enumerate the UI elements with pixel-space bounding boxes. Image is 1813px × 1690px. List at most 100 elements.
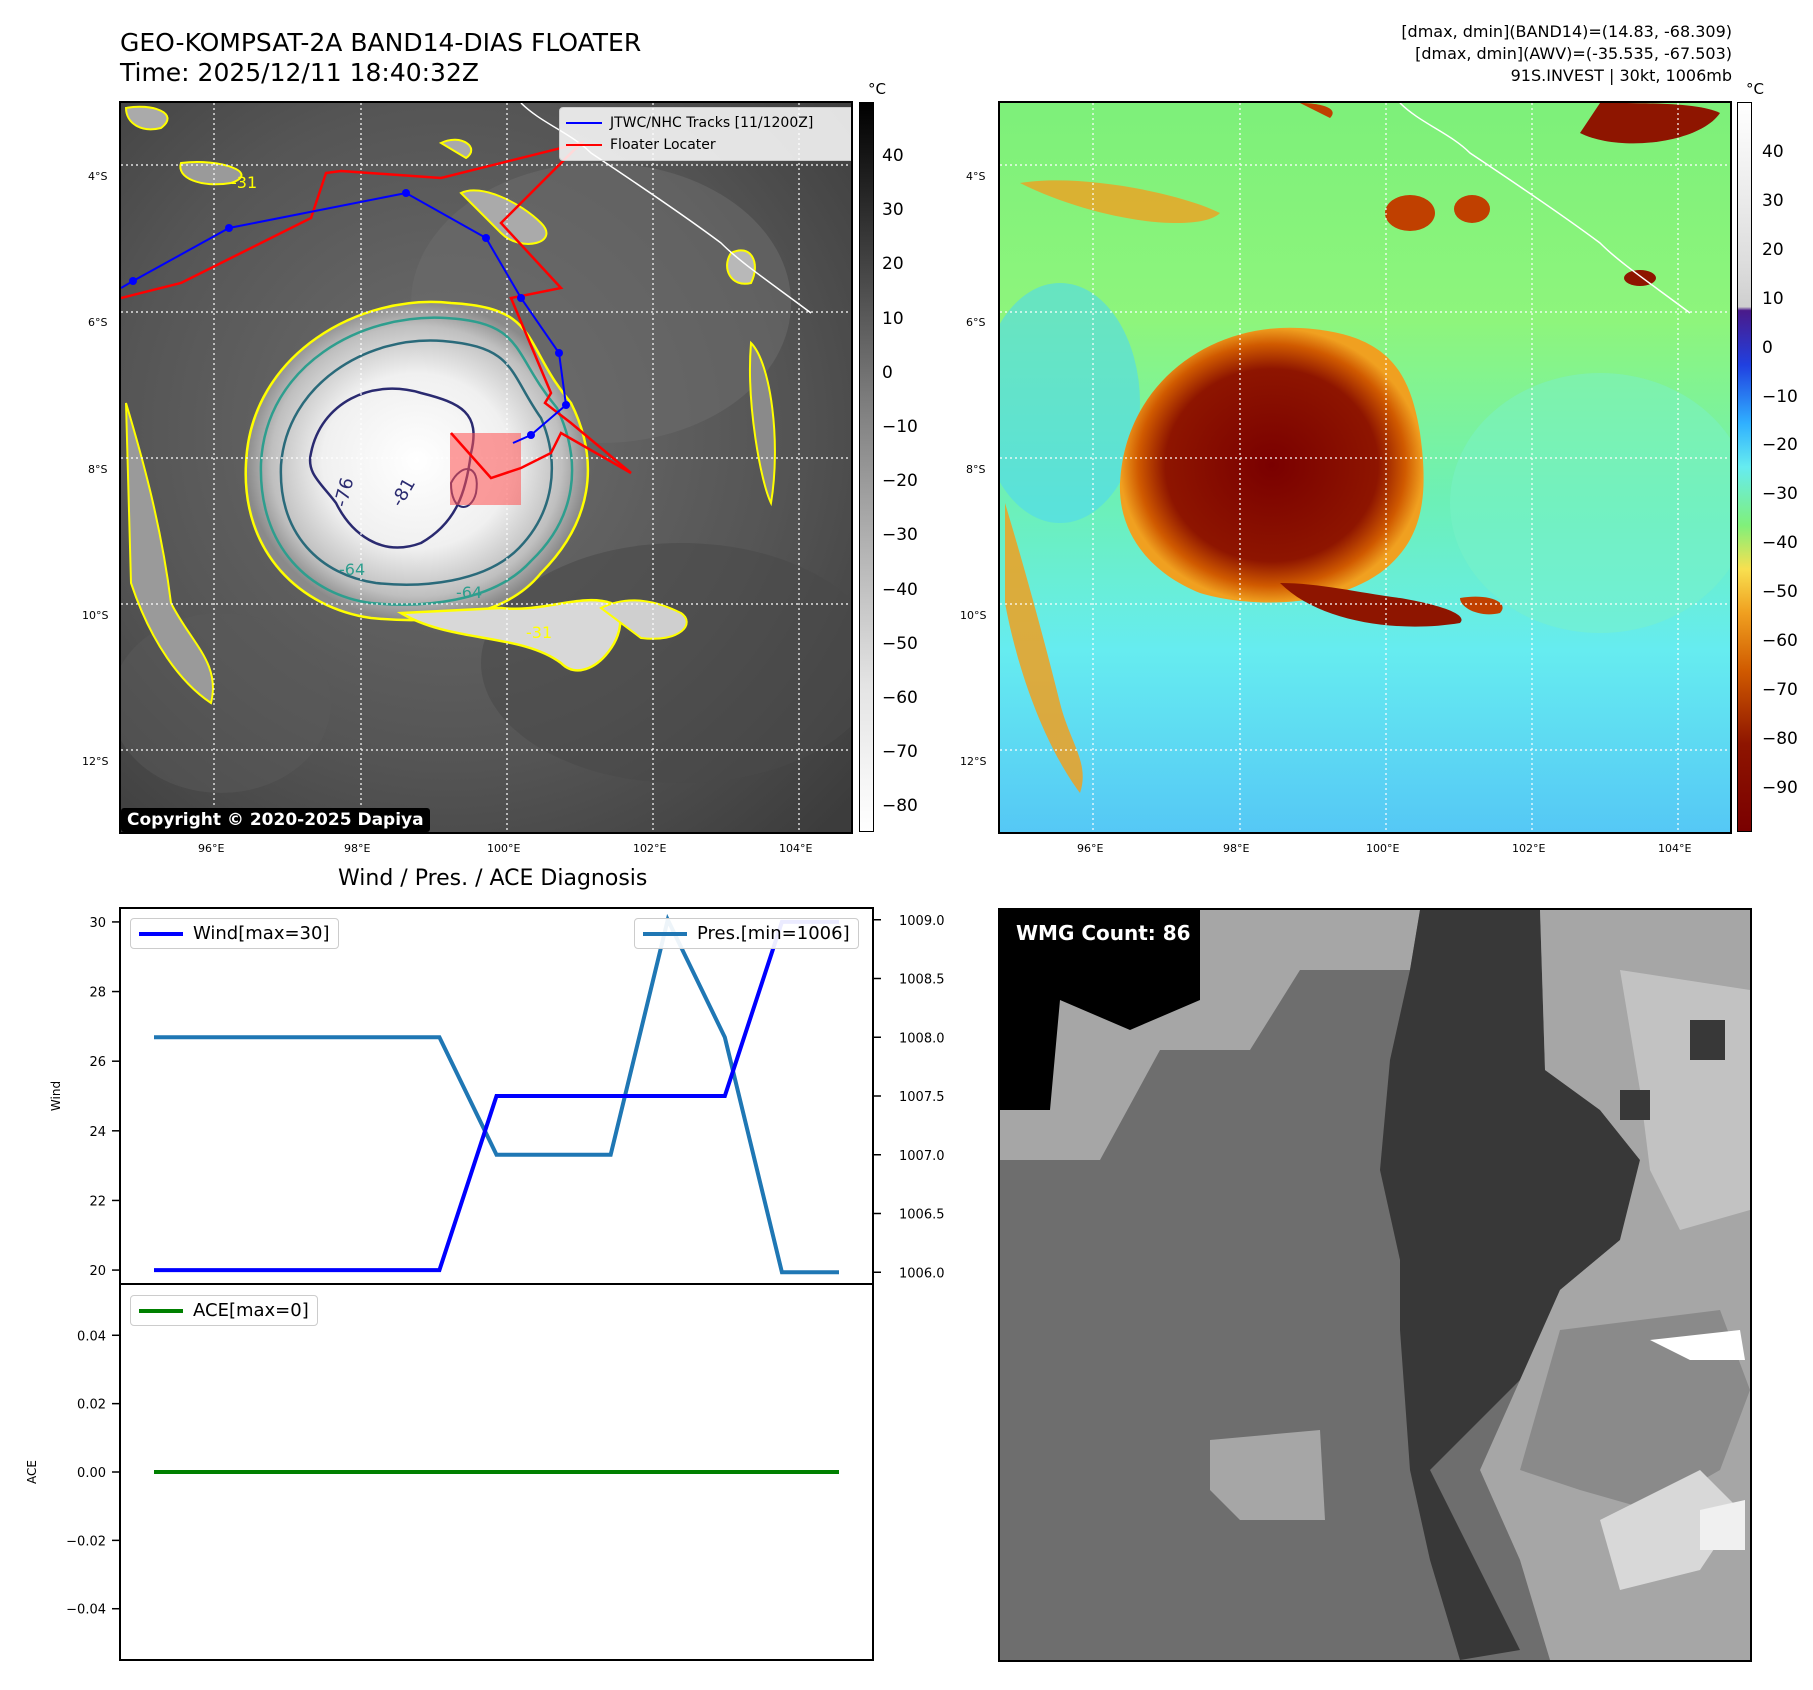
wind-tick-label: 24 [89,1125,106,1140]
left-colorbar-unit: °C [868,80,886,98]
pressure-legend-swatch [643,931,687,936]
lon-label: 102°E [1512,842,1546,855]
lat-label: 4°S [88,170,108,183]
contour-label: -64 [339,560,365,579]
right-colorbar-tick: 10 [1762,288,1784,309]
right-colorbar-unit: °C [1746,80,1764,98]
lat-label: 6°S [966,316,986,329]
ace-tick-label: 0.00 [77,1466,106,1481]
wind-axis-label: Wind [49,1081,63,1111]
lat-label: 12°S [82,755,109,768]
right-colorbar-tick: −80 [1762,728,1798,749]
lon-label: 104°E [779,842,813,855]
jtwc-track-points [129,189,570,439]
ace-tick-label: −0.04 [66,1603,106,1618]
left-colorbar-tick: −70 [882,742,918,763]
lon-label: 96°E [1077,842,1104,855]
right-colorbar-tick: −20 [1762,435,1798,456]
left-colorbar-tick: −60 [882,688,918,708]
wind-legend: Wind[max=30] [130,918,339,949]
lon-label: 104°E [1658,842,1692,855]
left-colorbar-tick: −40 [882,579,918,600]
lat-label: 12°S [960,755,987,768]
pressure-legend: Pres.[min=1006] [634,918,859,949]
lon-label: 96°E [198,842,225,855]
wmg-panel: WMG Count: 86 [998,908,1752,1662]
wind-tick-label: 28 [89,986,106,1001]
wmg-count-badge: WMG Count: 86 [1008,918,1199,948]
coastline [1399,103,1691,314]
contour-label: -31 [526,623,552,642]
right-colorbar-tick: 0 [1762,337,1773,358]
jtwc-track [121,191,568,444]
pressure-tick-label: 1006.5 [899,1208,945,1223]
wind-tick-label: 26 [89,1055,106,1070]
ace-tick-label: 0.02 [77,1398,106,1413]
contour-label: -64 [456,583,482,602]
ace-legend: ACE[max=0] [130,1295,318,1326]
wmg-image [1000,910,1750,1660]
ace-axis-label: ACE [25,1460,39,1484]
wind-tick-label: 22 [89,1194,106,1209]
left-colorbar-tick: 0 [882,362,893,383]
floater-legend-label: Floater Locater [610,137,716,153]
right-colorbar-tick: −50 [1762,582,1798,603]
wind-tick-label: 30 [89,916,106,931]
lon-label: 98°E [1223,842,1250,855]
left-colorbar-tick: 40 [882,146,904,166]
awv-map [998,101,1732,834]
ace-tick-label: −0.02 [66,1534,106,1549]
pressure-legend-label: Pres.[min=1006] [697,923,850,944]
band14-map-svg: -31 -64 -76 -81 -64 -31 [121,103,851,832]
lon-label: 100°E [1366,842,1400,855]
pressure-tick-label: 1007.5 [899,1090,945,1105]
right-colorbar-tick: −60 [1762,631,1798,651]
ace-tick-label: 0.04 [77,1329,106,1344]
left-colorbar-tick: 10 [882,308,904,329]
lat-label: 10°S [960,609,987,622]
ace-legend-label: ACE[max=0] [193,1300,309,1321]
wind-legend-label: Wind[max=30] [193,923,330,944]
pressure-line [154,913,839,1275]
right-colorbar-tick: −70 [1762,679,1798,700]
left-colorbar-tick: 30 [882,200,904,221]
pressure-tick-label: 1006.0 [899,1266,945,1281]
pressure-tick-label: 1008.0 [899,1031,945,1046]
lat-label: 10°S [82,609,109,622]
right-colorbar-tick: 40 [1762,142,1784,162]
storm-core [1119,327,1424,603]
diagnosis-title: Wind / Pres. / ACE Diagnosis [338,866,648,891]
band14-range: [dmax, dmin](BAND14)=(14.83, -68.309) [1401,22,1732,41]
track-legend-swatch [566,122,602,124]
contour-label: -31 [231,173,257,192]
storm-info: 91S.INVEST | 30kt, 1006mb [1510,66,1732,85]
floater-track [121,140,632,480]
left-colorbar-tick: −30 [882,525,918,546]
awv-range: [dmax, dmin](AWV)=(-35.535, -67.503) [1415,44,1732,63]
left-colorbar-tick: −80 [882,796,918,817]
floater-legend-swatch [566,144,602,146]
left-colorbar-tick: 20 [882,254,904,275]
right-colorbar-tick: −90 [1762,777,1798,798]
left-colorbar [859,102,874,832]
track-legend: JTWC/NHC Tracks [11/1200Z] Floater Locat… [559,107,851,161]
right-colorbar-tick: −40 [1762,533,1798,554]
right-colorbar-tick: 20 [1762,239,1784,260]
right-colorbar [1737,102,1752,832]
copyright-badge: Copyright © 2020-2025 Dapiya [121,808,430,832]
figure-title: GEO-KOMPSAT-2A BAND14-DIAS FLOATER [120,28,642,57]
wind-legend-swatch [139,931,183,936]
lat-label: 8°S [88,463,108,476]
pressure-tick-label: 1007.0 [899,1149,945,1164]
ace-legend-swatch [139,1308,183,1313]
gridlines [1000,103,1730,832]
left-colorbar-tick: −20 [882,471,918,492]
storm-cloud [124,105,776,705]
pressure-tick-label: 1009.0 [899,914,945,929]
pressure-tick-label: 1008.5 [899,973,945,988]
lon-label: 100°E [487,842,521,855]
right-colorbar-tick: −10 [1762,386,1798,407]
diagnosis-chart: 30 28 26 24 22 20 1009.0 1008.5 1008.0 1007.5 1007… [25,907,945,1661]
figure-time: Time: 2025/12/11 18:40:32Z [120,58,479,87]
left-colorbar-tick: −10 [882,417,918,437]
